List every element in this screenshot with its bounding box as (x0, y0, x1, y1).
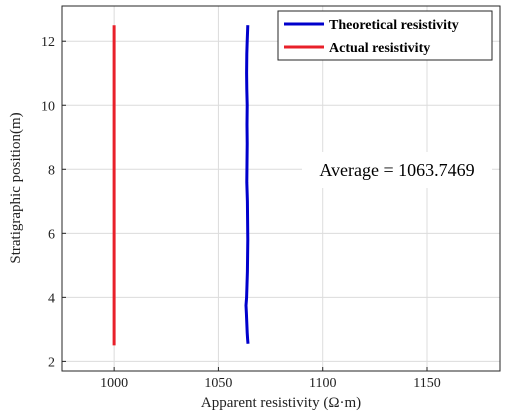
y-tick-label: 10 (41, 99, 55, 114)
x-axis-label: Apparent resistivity (Ω·m) (201, 395, 361, 411)
theoretical-resistivity-line (244, 25, 250, 344)
series-lines (112, 25, 250, 346)
y-tick-label: 4 (48, 291, 55, 306)
x-tick-label: 1100 (309, 376, 336, 391)
x-tick-label: 1050 (204, 376, 232, 391)
x-tick-label: 1000 (100, 376, 128, 391)
y-axis-label: Stratigraphic position(m) (8, 112, 24, 263)
average-annotation: Average = 1063.7469 (319, 160, 474, 180)
y-tick-label: 8 (48, 163, 55, 178)
legend-box (277, 10, 493, 61)
plot-frame (61, 5, 501, 372)
y-tick-label: 12 (41, 35, 55, 50)
y-axis-ticks: 2 4 6 8 10 12 (41, 35, 66, 370)
legend-label-theoretical: Theoretical resistivity (329, 18, 459, 33)
annotation-box (302, 152, 492, 188)
y-tick-label: 6 (48, 227, 55, 242)
legend-label-actual: Actual resistivity (329, 41, 430, 56)
y-tick-label: 2 (48, 355, 55, 370)
legend: Theoretical resistivity Actual resistivi… (277, 10, 493, 61)
plot-area (62, 6, 500, 371)
x-axis-ticks: 1000 1050 1100 1150 (100, 367, 441, 391)
x-tick-label: 1150 (413, 376, 440, 391)
